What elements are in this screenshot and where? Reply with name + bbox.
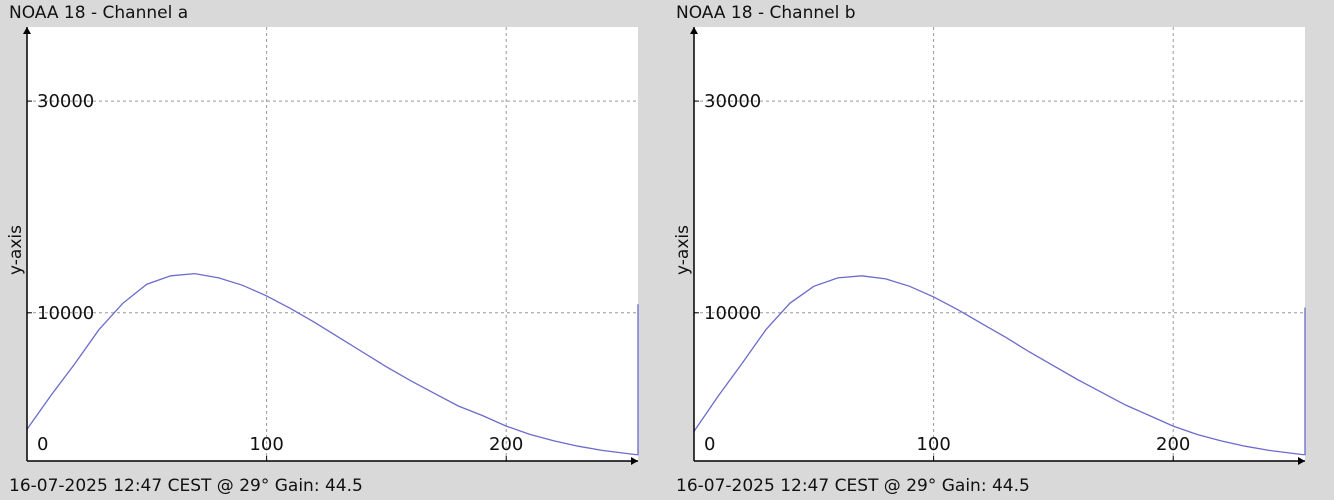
x-tick-label: 200 — [1156, 434, 1190, 455]
chart-panel-a: NOAA 18 - Channel a 0 100 200 10000 30000 y-… — [0, 0, 655, 500]
y-axis-label: y-axis — [673, 225, 693, 275]
chart-footer: 16-07-2025 12:47 CEST @ 29° Gain: 44.5 — [9, 476, 363, 496]
x-tick-label: 0 — [704, 434, 715, 455]
chart-plot-a: 0 100 200 10000 30000 — [23, 27, 639, 465]
plot-area — [27, 27, 638, 461]
plot-area — [694, 27, 1305, 461]
y-axis-arrow — [23, 27, 31, 34]
y-axis-arrow — [690, 27, 698, 34]
chart-title: NOAA 18 - Channel b — [676, 3, 856, 23]
y-tick-label: 30000 — [704, 91, 761, 112]
x-tick-label: 200 — [489, 434, 523, 455]
x-tick-label: 100 — [249, 434, 283, 455]
x-tick-label: 0 — [37, 434, 48, 455]
data-line — [693, 275, 1306, 456]
x-axis-arrow — [631, 457, 638, 465]
chart-panel-b: NOAA 18 - Channel b 0 100 200 10000 30000 y-… — [667, 0, 1322, 500]
chart-footer: 16-07-2025 12:47 CEST @ 29° Gain: 44.5 — [676, 476, 1030, 496]
y-tick-label: 30000 — [37, 91, 94, 112]
y-axis-label: y-axis — [6, 225, 26, 275]
chart-plot-b: 0 100 200 10000 30000 — [690, 27, 1306, 465]
x-axis-arrow — [1298, 457, 1305, 465]
y-tick-label: 10000 — [37, 303, 94, 324]
chart-title: NOAA 18 - Channel a — [9, 3, 189, 23]
y-tick-label: 10000 — [704, 303, 761, 324]
data-line — [26, 272, 639, 456]
x-tick-label: 100 — [916, 434, 950, 455]
